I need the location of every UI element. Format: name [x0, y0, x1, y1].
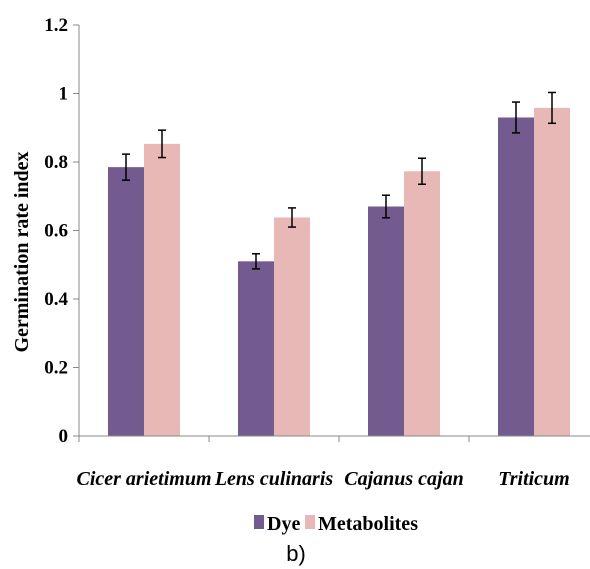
x-tick-label: Triticum: [498, 468, 569, 490]
bar-metabolites-2: [404, 171, 440, 436]
y-tick-label: 0.2: [44, 358, 68, 379]
bar-dye-1: [238, 261, 274, 436]
x-axis: Cicer arietimum Lens culinaris Cajanus caj…: [77, 435, 590, 490]
y-axis: 0 0.2 0.4 0.6 0.8 1 1.2: [44, 15, 80, 447]
legend-swatch-dye: [254, 515, 264, 529]
y-tick-label: 0.6: [44, 221, 68, 242]
bars: [108, 91, 570, 436]
y-tick-label: 0: [59, 426, 69, 447]
bar-metabolites-1: [274, 217, 310, 436]
x-tick-label: Lens culinaris: [214, 468, 334, 490]
bar-metabolites-0: [144, 143, 180, 436]
legend-swatch-metabolites: [305, 515, 315, 529]
legend-label-dye: Dye: [267, 513, 300, 535]
legend: Dye Metabolites: [254, 513, 418, 535]
y-axis-label: Germination rate index: [11, 151, 33, 352]
y-tick-label: 1: [59, 84, 69, 105]
figure-caption: b): [286, 541, 306, 566]
bar-metabolites-3: [534, 107, 570, 436]
y-tick-label: 0.8: [44, 152, 68, 173]
x-tick-label: Cajanus cajan: [344, 468, 463, 490]
y-tick-label: 1.2: [44, 15, 68, 36]
x-tick-label: Cicer arietimum: [77, 468, 212, 490]
bar-dye-0: [108, 167, 144, 436]
y-tick-label: 0.4: [44, 289, 68, 310]
legend-label-metabolites: Metabolites: [318, 513, 418, 535]
bar-dye-2: [368, 206, 404, 436]
bar-dye-3: [498, 117, 534, 436]
